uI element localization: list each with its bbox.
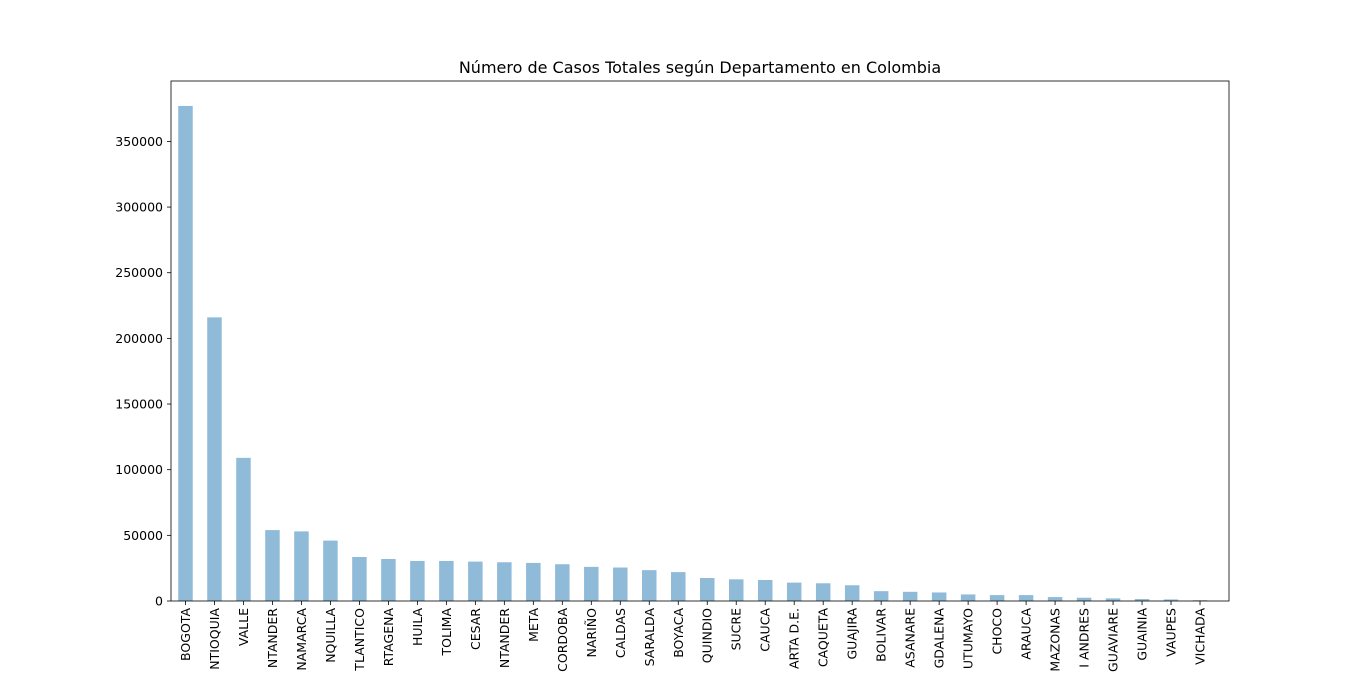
y-tick-label: 200000	[115, 331, 163, 346]
x-tick-label: UTUMAYO	[961, 608, 976, 669]
x-tick-label: TOLIMA	[439, 608, 454, 657]
plot-frame	[170, 80, 1230, 602]
y-tick-label: 350000	[115, 134, 163, 149]
x-tick-label: NTANDER	[265, 608, 280, 668]
x-tick-label: CORDOBA	[555, 608, 570, 672]
bar	[410, 560, 425, 601]
x-tick-label: GUAINIA	[1135, 608, 1150, 661]
chart-title: Número de Casos Totales según Departamen…	[459, 58, 941, 77]
x-tick-label: CHOCO	[990, 608, 1005, 655]
x-tick-label: NQUILLA	[323, 608, 338, 663]
bar	[786, 582, 802, 601]
x-tick-label: ARTA D.E.	[787, 608, 802, 669]
x-tick-label: GUAJIRA	[845, 608, 860, 660]
bar	[555, 564, 570, 601]
bar	[323, 540, 338, 601]
x-tick-label: BOYACA	[671, 608, 686, 658]
y-tick-label: 0	[155, 594, 163, 609]
x-tick-label: ARAUCA	[1019, 608, 1034, 660]
bar	[584, 566, 599, 601]
bar	[381, 558, 396, 601]
bar	[671, 572, 686, 601]
x-tick-label: META	[526, 608, 541, 642]
bar	[844, 585, 860, 601]
x-tick-label: VAUPES	[1164, 608, 1179, 657]
bar	[902, 591, 918, 601]
bar	[613, 567, 628, 601]
x-tick-label: VICHADA	[1193, 608, 1208, 665]
bar	[236, 457, 251, 601]
bar	[642, 570, 657, 601]
x-tick-label: I ANDRES	[1077, 608, 1092, 668]
x-tick-label: CALDAS	[613, 608, 628, 658]
x-tick-label: SARALDA	[642, 608, 657, 667]
bar	[497, 562, 512, 601]
bar	[989, 595, 1005, 601]
x-tick-label: SUCRE	[729, 608, 744, 650]
x-tick-label: TLANTICO	[352, 608, 367, 672]
bar	[728, 579, 744, 601]
y-tick-label: 100000	[115, 462, 163, 477]
bar	[207, 317, 222, 601]
x-tick-label: GUAVIARE	[1106, 608, 1121, 672]
x-tick-label: RTAGENA	[381, 608, 396, 667]
bar	[352, 557, 367, 601]
y-tick-label: 150000	[115, 397, 163, 412]
x-tick-label: NTIOQUIA	[207, 608, 222, 670]
x-tick-label: BOGOTA	[178, 608, 193, 661]
bar	[265, 530, 280, 601]
x-tick-label: CESAR	[468, 608, 483, 650]
bar	[1047, 597, 1063, 601]
bar	[815, 583, 831, 601]
bar	[468, 561, 483, 601]
x-tick-label: NTANDER	[497, 608, 512, 668]
x-tick-label: VALLE	[236, 608, 251, 646]
x-tick-label: BOLIVAR	[874, 608, 889, 662]
bar	[1076, 597, 1092, 601]
bar	[873, 591, 889, 601]
x-tick-label: CAQUETA	[816, 608, 831, 668]
x-tick-label: NAMARCA	[294, 608, 309, 671]
y-tick-label: 50000	[123, 528, 163, 543]
x-tick-label: ASANARE	[903, 608, 918, 668]
x-tick-label: MAZONAS	[1048, 608, 1063, 672]
y-tick-label: 300000	[115, 200, 163, 215]
bar	[1018, 595, 1034, 601]
x-tick-label: CAUCA	[758, 608, 773, 652]
bar	[931, 592, 947, 601]
bar	[526, 562, 541, 601]
bar	[1105, 598, 1121, 601]
x-tick-label: GDALENA	[932, 608, 947, 669]
x-tick-label: NARIÑO	[584, 608, 599, 658]
bar	[960, 594, 976, 601]
bar	[1134, 599, 1150, 601]
bar	[700, 578, 715, 601]
bar	[757, 579, 773, 601]
x-tick-label: HUILA	[410, 608, 425, 646]
bar	[294, 531, 309, 601]
x-tick-label: QUINDIO	[700, 608, 715, 663]
bar	[1163, 599, 1179, 601]
bar	[178, 105, 193, 601]
bar	[439, 560, 454, 601]
y-tick-label: 250000	[115, 265, 163, 280]
